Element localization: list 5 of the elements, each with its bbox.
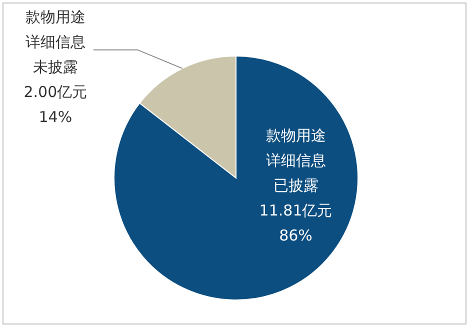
data-label: 11.81亿元 86% bbox=[259, 202, 332, 245]
pie-slice bbox=[114, 56, 358, 300]
slice-label: 款物用途详细信息已披露 bbox=[266, 126, 326, 195]
data-label: 2.00亿元 14% bbox=[24, 82, 88, 126]
slice-label: 款物用途详细信息未披露 bbox=[25, 8, 86, 76]
